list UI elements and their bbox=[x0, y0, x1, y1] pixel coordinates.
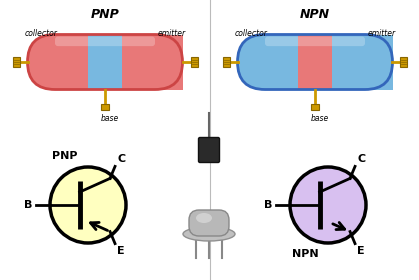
FancyBboxPatch shape bbox=[55, 36, 155, 46]
Wedge shape bbox=[155, 34, 183, 90]
Text: B: B bbox=[23, 200, 32, 210]
Bar bbox=[13, 57, 20, 67]
Text: C: C bbox=[117, 154, 125, 164]
Bar bbox=[311, 104, 319, 109]
FancyBboxPatch shape bbox=[28, 34, 183, 90]
Text: base: base bbox=[311, 113, 329, 123]
Circle shape bbox=[50, 167, 126, 243]
Bar bbox=[122, 34, 183, 90]
Bar bbox=[401, 57, 408, 67]
Text: E: E bbox=[117, 246, 125, 256]
Text: emitter: emitter bbox=[158, 29, 186, 38]
FancyBboxPatch shape bbox=[199, 137, 220, 162]
Text: B: B bbox=[264, 200, 272, 210]
Text: NPN: NPN bbox=[300, 8, 330, 21]
Ellipse shape bbox=[196, 213, 212, 223]
Bar bbox=[222, 57, 230, 67]
Bar bbox=[101, 104, 109, 109]
FancyBboxPatch shape bbox=[265, 36, 365, 46]
Bar bbox=[332, 34, 393, 90]
Ellipse shape bbox=[183, 227, 235, 241]
Text: collector: collector bbox=[24, 29, 57, 38]
Text: base: base bbox=[101, 113, 119, 123]
FancyBboxPatch shape bbox=[238, 34, 393, 90]
Text: NPN: NPN bbox=[292, 249, 318, 259]
Bar bbox=[88, 34, 122, 90]
Wedge shape bbox=[365, 34, 393, 90]
Text: emitter: emitter bbox=[367, 29, 396, 38]
Text: collector: collector bbox=[235, 29, 267, 38]
FancyBboxPatch shape bbox=[189, 210, 229, 236]
Bar bbox=[191, 57, 197, 67]
Bar bbox=[298, 34, 332, 90]
Text: C: C bbox=[357, 154, 365, 164]
Circle shape bbox=[290, 167, 366, 243]
Text: E: E bbox=[357, 246, 365, 256]
Text: PNP: PNP bbox=[52, 151, 78, 161]
Text: PNP: PNP bbox=[91, 8, 119, 21]
